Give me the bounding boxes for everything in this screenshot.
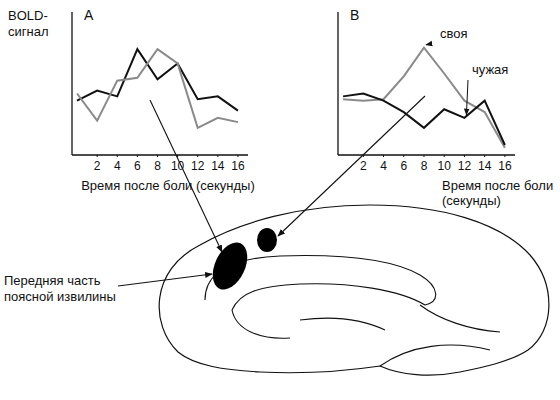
x-label: Время после боли(секунды): [442, 178, 553, 208]
callout-arrow: [466, 80, 468, 115]
x-tick-label: 10: [438, 159, 452, 173]
pointer-arrow: [150, 100, 222, 252]
figure: 246810121416ABOLD-сигналВремя после боли…: [0, 0, 560, 400]
pointer-arrow: [278, 96, 425, 236]
x-tick: [217, 155, 218, 157]
y-axis: [337, 12, 338, 155]
label-arrow: [118, 274, 212, 286]
x-tick-label: 8: [421, 159, 428, 173]
x-tick: [157, 155, 158, 157]
x-tick-label: 6: [134, 159, 141, 173]
brain-sulcus: [232, 305, 500, 366]
x-tick-label: 10: [171, 159, 185, 173]
y-label: BOLD-сигнал: [8, 8, 49, 39]
x-tick: [403, 155, 404, 157]
chart: 2468 10 12 14 16 B Время после боли(секунды) св…: [338, 7, 553, 208]
x-label-line: (секунды): [442, 193, 501, 208]
x-tick: [237, 155, 238, 157]
series-line: [343, 94, 505, 145]
x-tick-label: 14: [478, 159, 492, 173]
region-small: [257, 228, 277, 252]
x-tick: [117, 155, 118, 157]
x-tick-label: 16: [498, 159, 512, 173]
region-label: Передняя частьпоясной извилины: [4, 273, 116, 304]
x-axis: [72, 154, 248, 155]
region-label-line: поясной извилины: [4, 289, 116, 304]
y-label-line: BOLD-: [8, 8, 48, 23]
x-tick: [444, 155, 445, 157]
chart-title: A: [84, 7, 94, 23]
x-tick: [504, 155, 505, 157]
x-label: Время после боли (секунды): [81, 178, 255, 193]
x-axis: [338, 154, 515, 155]
y-label-line: сигнал: [8, 24, 49, 39]
series-line: [77, 49, 238, 110]
x-tick-label: 16: [231, 159, 245, 173]
region-large: [206, 237, 254, 295]
x-tick-label: 4: [380, 159, 387, 173]
x-tick-label: 12: [458, 159, 472, 173]
brain-diagram: Передняя частьпоясной извилины: [4, 96, 549, 375]
x-tick-label: 2: [94, 159, 101, 173]
x-tick: [383, 155, 384, 157]
x-label-line: Время после боли: [442, 178, 553, 193]
chart-title: B: [350, 7, 359, 23]
x-tick: [197, 155, 198, 157]
x-tick-label: 12: [191, 159, 205, 173]
y-axis: [71, 12, 72, 155]
series-name: своя: [440, 26, 468, 41]
chart: 2468 10 12 14 16 A BOLD-сигнал Время после боли…: [8, 7, 255, 193]
x-tick: [137, 155, 138, 157]
callout-arrow: [426, 44, 430, 46]
x-tick-label: 14: [211, 159, 225, 173]
series-name: чужая: [472, 62, 508, 77]
x-tick-label: 8: [154, 159, 161, 173]
x-tick-label: 2: [360, 159, 367, 173]
x-tick: [423, 155, 424, 157]
x-tick-label: 4: [114, 159, 121, 173]
brain-outline: [159, 205, 549, 375]
region-label-line: Передняя часть: [4, 273, 101, 288]
x-tick: [484, 155, 485, 157]
x-tick-label: 6: [400, 159, 407, 173]
x-tick: [464, 155, 465, 157]
x-tick: [97, 155, 98, 157]
